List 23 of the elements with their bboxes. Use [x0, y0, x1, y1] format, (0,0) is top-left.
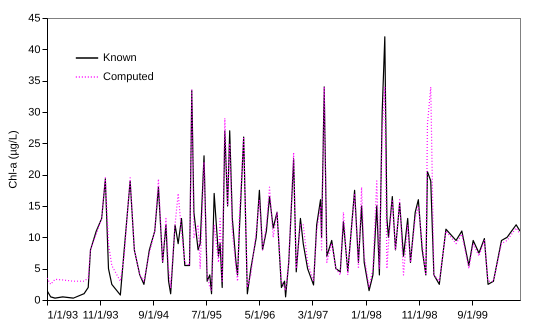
y-tick-label: 35: [28, 75, 40, 88]
x-tick-label: 9/1/99: [457, 310, 488, 322]
y-tick-label: 30: [28, 106, 40, 118]
y-tick-label: 25: [28, 138, 40, 150]
y-tick-label: 40: [28, 44, 40, 56]
y-tick-label: 10: [28, 232, 40, 244]
y-tick-label: 0: [34, 294, 40, 306]
y-tick-label: 20: [28, 169, 40, 182]
x-tick-label: 5/1/96: [244, 310, 276, 322]
x-tick-label: 11/1/98: [402, 310, 438, 322]
y-tick-label: 15: [28, 200, 40, 212]
x-tick-label: 7/1/95: [191, 310, 222, 322]
x-tick-label: 11/1/93: [82, 310, 119, 322]
x-tick-label: 1/1/93: [48, 310, 78, 322]
y-axis-title: Chl-a (µg/L): [7, 130, 20, 189]
x-tick-label: 1/1/98: [351, 310, 382, 322]
y-tick-label: 5: [34, 263, 40, 276]
x-tick-label: 9/1/94: [138, 310, 169, 322]
line-series: [47, 86, 520, 292]
x-tick-label: 3/1/97: [298, 310, 328, 322]
legend-label: Known: [103, 52, 137, 64]
y-tick-label: 45: [28, 12, 40, 24]
legend-label: Computed: [103, 71, 154, 83]
